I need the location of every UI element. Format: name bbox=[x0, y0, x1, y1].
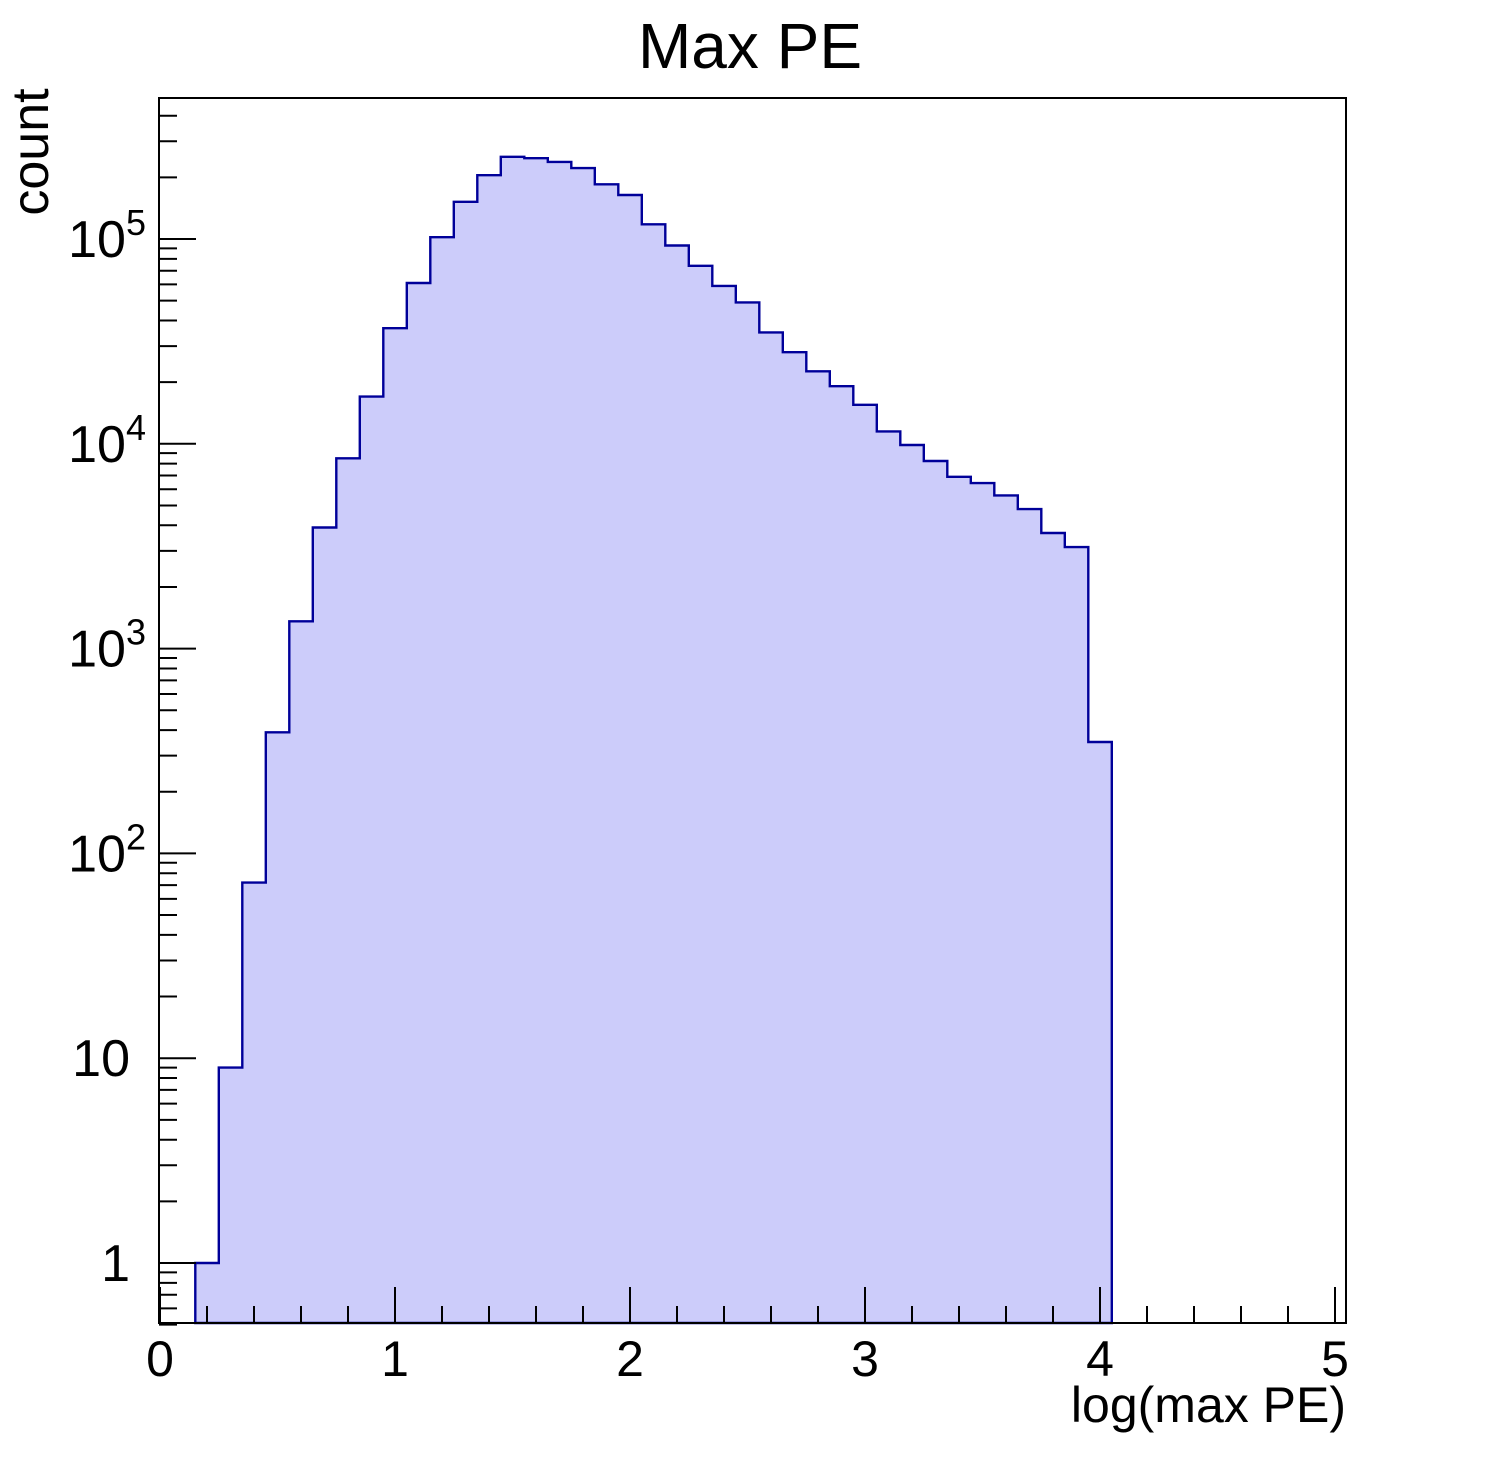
x-tick-label: 1 bbox=[381, 1331, 409, 1387]
histogram-series bbox=[194, 155, 1113, 1325]
x-axis-ticks bbox=[159, 1287, 1336, 1323]
y-axis-ticks bbox=[159, 114, 196, 1326]
x-tick-label: 5 bbox=[1321, 1331, 1349, 1387]
y-tick-label: 10 bbox=[72, 1030, 130, 1088]
chart-title: Max PE bbox=[638, 10, 862, 82]
y-tick-label: 1 bbox=[101, 1235, 130, 1293]
x-tick-label: 4 bbox=[1086, 1331, 1114, 1387]
x-tick-label: 0 bbox=[146, 1331, 174, 1387]
y-tick-label: 105 bbox=[68, 202, 146, 269]
y-axis-label: count bbox=[2, 88, 60, 216]
x-tick-label: 2 bbox=[616, 1331, 644, 1387]
x-axis-label: log(max PE) bbox=[1071, 1377, 1346, 1433]
x-tick-label: 3 bbox=[851, 1331, 879, 1387]
y-tick-label: 103 bbox=[68, 612, 146, 679]
x-axis-tick-labels: 0 1 2 3 4 5 bbox=[146, 1331, 1349, 1387]
y-axis-tick-labels: 1 10 102 103 104 105 bbox=[68, 202, 146, 1293]
y-tick-label: 104 bbox=[68, 407, 146, 474]
y-tick-label: 102 bbox=[68, 816, 146, 883]
